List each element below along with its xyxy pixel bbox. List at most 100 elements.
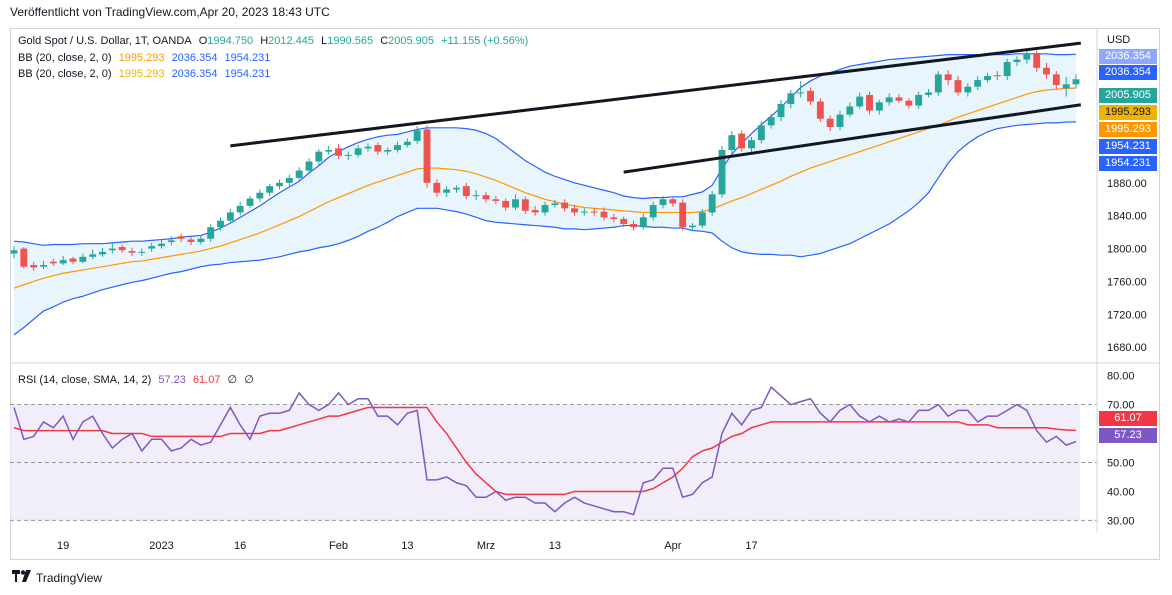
rsi-ma-line: [13, 406, 1077, 496]
close-value: C2005.905: [380, 35, 435, 47]
candle-body: [659, 199, 667, 206]
candle-body: [836, 114, 844, 127]
rsi-pane: [10, 385, 1097, 521]
bb2-legend[interactable]: BB (20, close, 2, 0) 1995.293 2036.354 1…: [18, 68, 274, 80]
bb2-name: BB (20, close, 2, 0): [18, 68, 112, 80]
rsi-line: [13, 385, 1077, 516]
candle-body: [472, 195, 480, 197]
price-pane: [10, 41, 1082, 336]
candle-body: [492, 199, 500, 201]
candle-body: [236, 205, 244, 213]
low-value: L1990.565: [321, 35, 374, 47]
time-tick-label: 13: [401, 540, 413, 552]
candle-body: [443, 189, 451, 193]
rsi-tick-label: 50.00: [1107, 457, 1135, 469]
candle-body: [718, 149, 726, 195]
candle-body: [315, 151, 323, 162]
candle-body: [246, 198, 254, 206]
candle-body: [974, 80, 982, 87]
candle-body: [875, 102, 883, 111]
candle-body: [571, 208, 578, 213]
bollinger-lower-line: [13, 121, 1077, 336]
candle-body: [99, 251, 106, 255]
candle-body: [138, 251, 146, 253]
rsi-tick-label: 40.00: [1107, 486, 1135, 498]
candle-body: [354, 148, 362, 155]
bb1-upper: 2036.354: [171, 52, 218, 64]
candle-body: [217, 220, 224, 228]
candle-body: [502, 200, 510, 208]
candle-body: [1013, 59, 1021, 63]
candle-body: [177, 236, 185, 239]
candle-body: [344, 154, 352, 156]
tradingview-logo[interactable]: TradingView: [12, 570, 102, 585]
candle-body: [777, 103, 785, 118]
time-tick-label: 13: [549, 540, 561, 552]
candle-body: [954, 80, 962, 93]
candle-body: [266, 186, 274, 193]
candle-body: [856, 96, 864, 107]
time-tick-label: Feb: [329, 540, 348, 552]
candle-body: [984, 76, 991, 81]
time-tick-label: 17: [745, 540, 757, 552]
main-legend[interactable]: Gold Spot / U.S. Dollar, 1T, OANDA O1994…: [18, 35, 532, 47]
candle-body: [807, 90, 814, 102]
lower-band-tag: 1954.231: [1099, 139, 1157, 154]
rsi-ma-tag: 61.07: [1099, 411, 1157, 426]
candle-body: [197, 238, 205, 243]
candle-body: [256, 192, 264, 199]
candle-body: [915, 94, 923, 106]
candle-body: [797, 92, 805, 94]
candle-body: [20, 248, 28, 267]
candle-body: [610, 217, 618, 220]
price-tick-label: 1840.00: [1107, 211, 1147, 223]
bb1-legend[interactable]: BB (20, close, 2, 0) 1995.293 2036.354 1…: [18, 52, 274, 64]
candle-body: [757, 125, 765, 141]
bollinger-basis-line: [13, 87, 1077, 289]
rsi-tick-label: 80.00: [1107, 371, 1135, 383]
candle-body: [905, 100, 913, 106]
candle-body: [462, 186, 470, 196]
price-tick-label: 1800.00: [1107, 244, 1147, 256]
candle-body: [108, 248, 116, 251]
basis-tag-faded: 1995.293: [1099, 105, 1157, 120]
upper-band-tag-faded: 2036.354: [1099, 49, 1157, 64]
published-by-header: Veröffentlicht von TradingView.com,Apr 2…: [10, 5, 330, 19]
rsi-tick-label: 70.00: [1107, 400, 1135, 412]
candle-body: [187, 239, 195, 243]
rsi-legend[interactable]: RSI (14, close, SMA, 14, 2) 57.23 61.07 …: [18, 373, 258, 386]
candle-body: [748, 140, 755, 149]
candle-body: [207, 227, 215, 239]
candle-body: [620, 219, 628, 224]
time-tick-label: 2023: [149, 540, 173, 552]
candle-body: [541, 205, 549, 213]
candle-body: [630, 223, 637, 228]
candle-body: [69, 258, 77, 262]
candle-body: [738, 133, 746, 149]
candle-body: [767, 117, 775, 126]
rsi-ma-value: 61.07: [192, 374, 221, 386]
candle-body: [885, 97, 893, 103]
tradingview-logo-text: TradingView: [36, 570, 103, 585]
candle-body: [787, 93, 795, 104]
candle-body: [925, 92, 932, 95]
high-value: H2012.445: [260, 35, 315, 47]
rsi-na-1: ∅: [227, 374, 238, 386]
candle-body: [325, 149, 333, 152]
candle-body: [364, 146, 372, 149]
candle-body: [826, 118, 834, 127]
candle-body: [148, 246, 156, 249]
chart-frame[interactable]: [10, 28, 1160, 560]
candle-body: [561, 202, 569, 209]
candle-body: [590, 211, 598, 213]
candle-body: [482, 195, 490, 200]
candle-body: [403, 141, 411, 146]
candle-body: [866, 94, 873, 111]
candle-body: [384, 149, 392, 152]
candle-body: [79, 256, 87, 262]
candle-body: [285, 177, 293, 183]
candle-body: [728, 135, 736, 150]
candle-body: [394, 145, 401, 150]
trendline: [623, 103, 1082, 174]
